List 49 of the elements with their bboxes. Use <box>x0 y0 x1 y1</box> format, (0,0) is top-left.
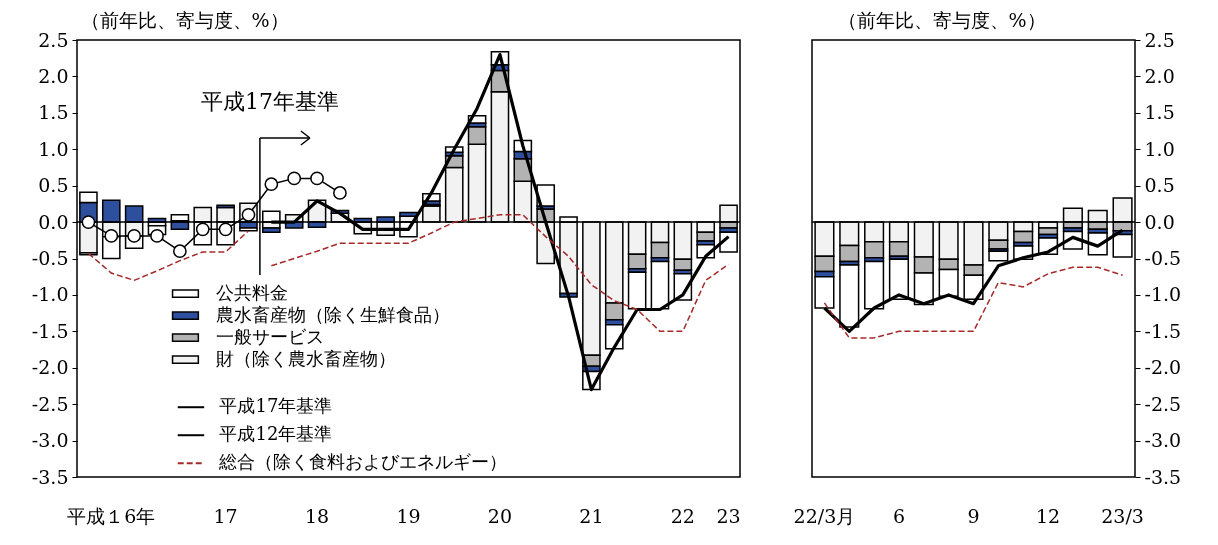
y-tick-label: -2.5 <box>31 392 69 415</box>
legend-label: 平成12年基準 <box>219 423 333 445</box>
y-tick-label: 1.5 <box>38 101 69 124</box>
x-tick-label: 6 <box>892 504 906 527</box>
x-tick-label: 20 <box>487 504 513 527</box>
legend-label: 平成17年基準 <box>219 395 333 417</box>
legend-label: 公共料金 <box>216 281 289 303</box>
x-tick-label: 平成１6年 <box>67 504 156 527</box>
x-tick-label: 22/3月 <box>793 504 856 527</box>
y-tick-label: -3.5 <box>31 465 69 488</box>
y-tick-label: 0.0 <box>1144 210 1175 233</box>
y-tick-label: -3.0 <box>1144 429 1182 452</box>
y-tick-label: -2.5 <box>1144 392 1182 415</box>
y-axis-title: （前年比、寄与度、%） <box>80 8 289 31</box>
y-tick-label: -1.5 <box>1144 319 1182 342</box>
x-tick-label: 23 <box>716 504 741 527</box>
y-tick-label: 0.0 <box>38 210 69 233</box>
y-tick-label: -2.0 <box>31 356 69 379</box>
y-tick-label: -1.0 <box>1144 283 1182 306</box>
x-tick-label: 17 <box>213 504 238 527</box>
y-tick-label: 2.5 <box>1144 28 1175 51</box>
y-tick-label: -0.5 <box>31 247 69 269</box>
y-tick-label: 0.5 <box>38 174 69 197</box>
y-tick-label: -0.5 <box>1144 247 1182 269</box>
x-tick-label: 12 <box>1035 504 1061 527</box>
annotation: 平成17年基準 <box>200 89 339 114</box>
x-tick-label: 23/3 <box>1101 504 1144 527</box>
y-tick-label: -3.5 <box>1144 465 1182 488</box>
y-tick-label: 2.0 <box>38 64 69 87</box>
y-tick-label: -1.0 <box>31 283 69 306</box>
legend-label: 財（除く農水畜産物） <box>216 347 397 369</box>
legend-label: 一般サービス <box>216 325 325 347</box>
x-tick-label: 9 <box>967 504 980 527</box>
y-tick-label: 1.5 <box>1144 101 1175 124</box>
y-axis-title: （前年比、寄与度、%） <box>837 8 1046 31</box>
x-tick-label: 18 <box>304 504 330 527</box>
x-tick-label: 21 <box>579 504 604 527</box>
y-tick-label: -2.0 <box>1144 356 1182 379</box>
y-tick-label: 1.0 <box>1144 137 1175 160</box>
x-tick-label: 19 <box>396 504 421 527</box>
y-tick-label: 2.0 <box>1144 64 1175 87</box>
y-tick-label: -1.5 <box>31 319 69 342</box>
x-tick-label: 22 <box>670 504 695 527</box>
y-tick-label: 1.0 <box>38 137 69 160</box>
legend-label: 農水畜産物（除く生鮮食品） <box>216 303 451 325</box>
legend-label: 総合（除く食料およびエネルギー） <box>218 451 508 473</box>
y-tick-label: 2.5 <box>38 28 69 51</box>
y-tick-label: 0.5 <box>1144 174 1175 197</box>
y-tick-label: -3.0 <box>31 429 69 452</box>
